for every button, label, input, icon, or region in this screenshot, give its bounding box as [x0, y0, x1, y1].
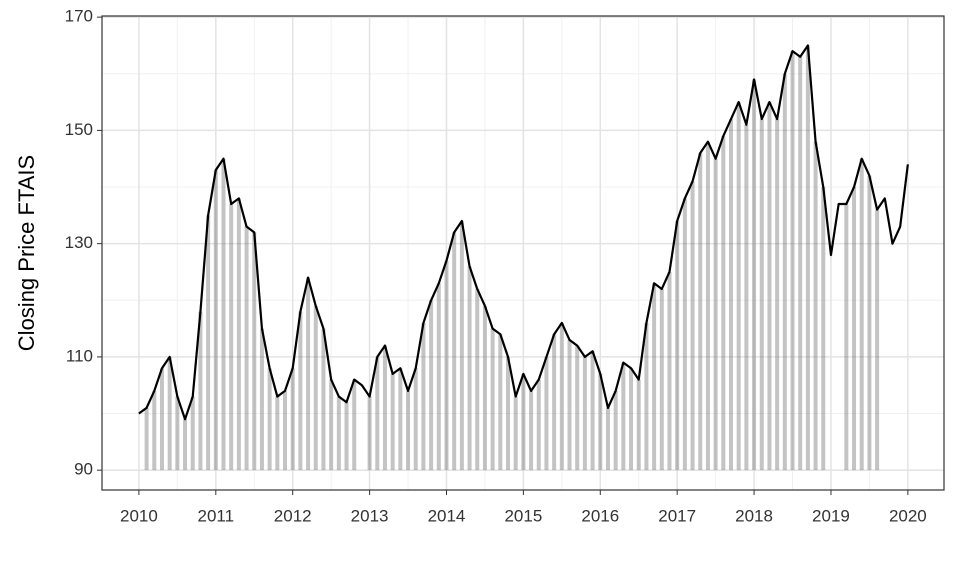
y-tick-label: 90: [74, 460, 93, 479]
x-tick-label: 2014: [428, 506, 466, 525]
x-tick-label: 2012: [274, 506, 312, 525]
y-tick-label: 170: [65, 7, 93, 26]
x-tick-label: 2019: [812, 506, 850, 525]
x-tick-label: 2013: [351, 506, 389, 525]
plot-frame: [101, 15, 945, 491]
price-line: [138, 44, 909, 421]
x-tick-label: 2020: [889, 506, 927, 525]
y-axis-label: Closing Price FTAIS: [14, 155, 39, 351]
x-tick-label: 2011: [198, 506, 235, 525]
x-tick-label: 2017: [658, 506, 696, 525]
y-tick-label: 150: [65, 120, 93, 139]
x-tick-label: 2015: [504, 506, 542, 525]
x-tick-label: 2010: [120, 506, 158, 525]
y-tick-label: 130: [65, 233, 93, 252]
x-tick-label: 2018: [735, 506, 773, 525]
x-tick-label: 2016: [581, 506, 619, 525]
y-tick-label: 110: [66, 346, 93, 365]
